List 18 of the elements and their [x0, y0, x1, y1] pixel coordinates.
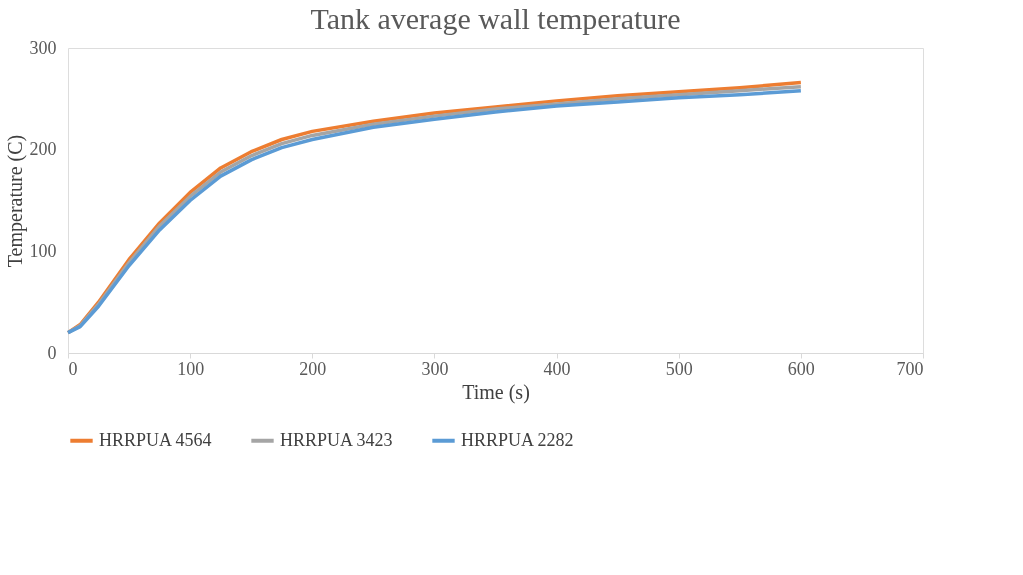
x-tick-label: 200 [299, 358, 327, 379]
y-axis-title: Temperature (C) [3, 134, 27, 268]
x-tick-label: 700 [896, 358, 924, 379]
y-tick-label: 300 [29, 37, 57, 58]
legend-label: HRRPUA 3423 [280, 429, 393, 450]
y-tick-label: 0 [47, 342, 57, 363]
x-tick-label: 500 [665, 358, 693, 379]
x-tick-label: 600 [787, 358, 815, 379]
x-tick-label: 300 [421, 358, 449, 379]
legend-label: HRRPUA 2282 [461, 429, 574, 450]
x-axis-title: Time (s) [462, 380, 530, 404]
y-tick-label: 100 [29, 240, 57, 261]
chart-title: Tank average wall temperature [310, 2, 681, 35]
legend-label: HRRPUA 4564 [99, 429, 212, 450]
x-tick-label: 0 [68, 358, 78, 379]
x-tick-label: 100 [177, 358, 205, 379]
y-tick-label: 200 [29, 139, 57, 160]
x-tick-label: 400 [543, 358, 571, 379]
